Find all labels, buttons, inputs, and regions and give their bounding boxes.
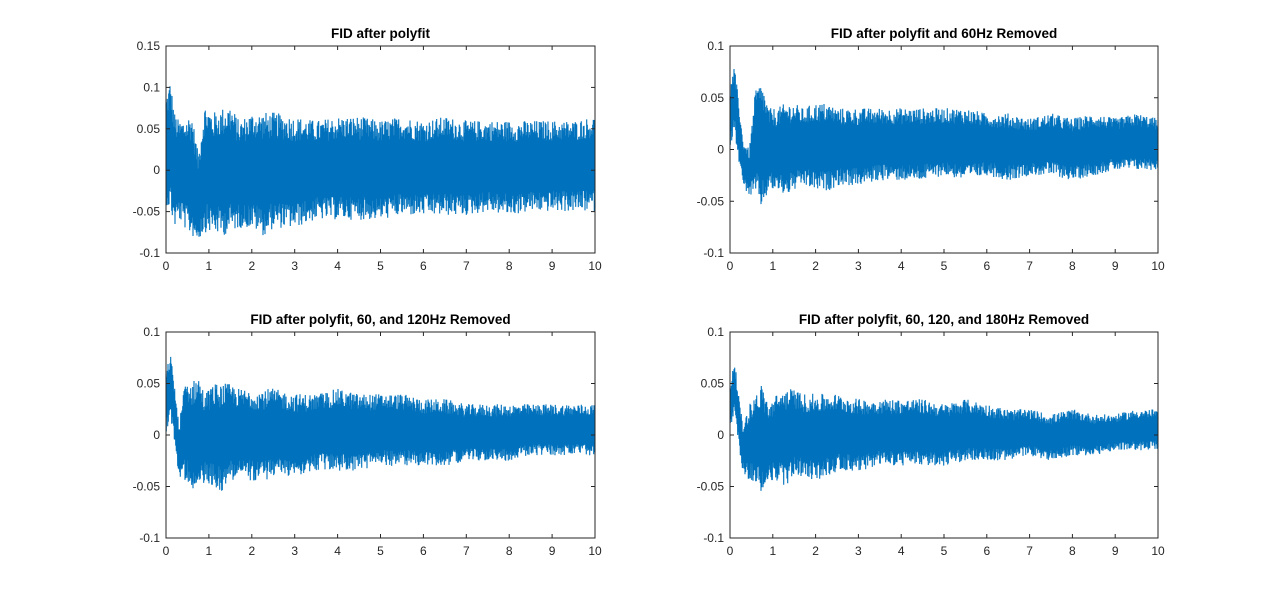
x-tick-label: 0 xyxy=(727,544,734,558)
x-tick-label: 5 xyxy=(941,259,948,273)
x-tick-label: 4 xyxy=(898,544,905,558)
y-tick-label: 0.05 xyxy=(701,91,725,105)
y-tick-label: 0 xyxy=(717,143,724,157)
x-tick-label: 6 xyxy=(983,544,990,558)
x-tick-label: 3 xyxy=(291,259,298,273)
x-tick-label: 10 xyxy=(1151,259,1165,273)
y-tick-label: -0.1 xyxy=(139,246,160,260)
x-tick-label: 7 xyxy=(1026,544,1033,558)
x-tick-label: 2 xyxy=(248,259,255,273)
x-tick-label: 0 xyxy=(163,544,170,558)
x-tick-label: 7 xyxy=(1026,259,1033,273)
x-tick-label: 1 xyxy=(206,259,213,273)
x-tick-label: 1 xyxy=(206,544,213,558)
series-line xyxy=(729,68,1159,205)
y-tick-label: 0.1 xyxy=(143,80,160,94)
x-tick-label: 5 xyxy=(377,259,384,273)
series-line xyxy=(729,367,1159,491)
series-line xyxy=(165,356,596,491)
chart-title: FID after polyfit, 60, 120, and 180Hz Re… xyxy=(799,312,1089,327)
x-tick-label: 1 xyxy=(769,259,776,273)
x-tick-label: 4 xyxy=(334,544,341,558)
y-tick-label: -0.05 xyxy=(697,480,725,494)
x-tick-label: 10 xyxy=(588,544,602,558)
x-tick-label: 3 xyxy=(855,259,862,273)
chart-title: FID after polyfit and 60Hz Removed xyxy=(831,26,1058,41)
y-tick-label: 0.1 xyxy=(143,325,160,339)
x-tick-label: 9 xyxy=(549,544,556,558)
y-tick-label: -0.1 xyxy=(703,531,724,545)
x-tick-label: 10 xyxy=(588,259,602,273)
y-tick-label: -0.05 xyxy=(133,205,161,219)
x-tick-label: 3 xyxy=(291,544,298,558)
y-tick-label: -0.05 xyxy=(133,480,161,494)
x-tick-label: 8 xyxy=(506,544,513,558)
x-tick-label: 1 xyxy=(769,544,776,558)
subplot-4: 0 1 2 3 4 5 6 7 8 9 10 -0.1 -0.05 0 0.05 0.1 FID after p… xyxy=(697,312,1165,558)
y-tick-label: 0 xyxy=(153,428,160,442)
x-tick-label: 4 xyxy=(898,259,905,273)
x-tick-label: 8 xyxy=(506,259,513,273)
chart-title: FID after polyfit, 60, and 120Hz Removed xyxy=(250,312,510,327)
x-tick-label: 2 xyxy=(248,544,255,558)
y-tick-label: -0.1 xyxy=(139,531,160,545)
subplot-1: 0 1 2 3 4 5 6 7 8 9 10 -0.1 -0.05 0 0.05 0.1 0.15 FID aft… xyxy=(133,26,602,273)
x-tick-label: 2 xyxy=(812,259,819,273)
y-tick-label: -0.1 xyxy=(703,246,724,260)
x-tick-label: 4 xyxy=(334,259,341,273)
series-line xyxy=(165,86,596,237)
y-tick-label: 0.05 xyxy=(137,377,161,391)
chart-title: FID after polyfit xyxy=(331,26,431,41)
y-tick-label: 0.1 xyxy=(707,325,724,339)
subplot-2: 0 1 2 3 4 5 6 7 8 9 10 -0.1 -0.05 0 0.05 0.1 FID after p… xyxy=(697,26,1165,273)
subplot-3: 0 1 2 3 4 5 6 7 8 9 10 -0.1 -0.05 0 0.05 0.1 FID after p… xyxy=(133,312,602,558)
y-tick-label: 0.1 xyxy=(707,39,724,53)
y-tick-label: 0 xyxy=(153,163,160,177)
x-tick-label: 0 xyxy=(727,259,734,273)
y-tick-label: -0.05 xyxy=(697,194,725,208)
y-tick-label: 0.05 xyxy=(701,377,725,391)
y-tick-label: 0.15 xyxy=(137,39,161,53)
y-tick-label: 0 xyxy=(717,428,724,442)
x-tick-label: 9 xyxy=(549,259,556,273)
x-tick-label: 10 xyxy=(1151,544,1165,558)
x-tick-label: 5 xyxy=(941,544,948,558)
x-tick-label: 9 xyxy=(1112,544,1119,558)
x-tick-label: 3 xyxy=(855,544,862,558)
x-tick-label: 2 xyxy=(812,544,819,558)
x-tick-label: 0 xyxy=(163,259,170,273)
x-tick-label: 6 xyxy=(983,259,990,273)
x-tick-label: 5 xyxy=(377,544,384,558)
x-tick-label: 6 xyxy=(420,259,427,273)
x-tick-label: 9 xyxy=(1112,259,1119,273)
x-tick-label: 7 xyxy=(463,544,470,558)
x-tick-label: 7 xyxy=(463,259,470,273)
x-tick-label: 8 xyxy=(1069,259,1076,273)
y-tick-label: 0.05 xyxy=(137,122,161,136)
x-tick-label: 8 xyxy=(1069,544,1076,558)
x-tick-label: 6 xyxy=(420,544,427,558)
